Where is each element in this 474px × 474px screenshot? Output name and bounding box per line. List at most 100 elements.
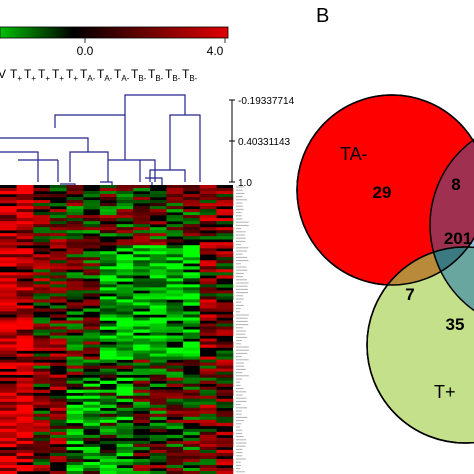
heatmap-cell [33, 218, 51, 222]
heatmap-cell [66, 188, 84, 192]
heatmap-cell [216, 443, 234, 448]
heatmap-cell [183, 455, 201, 460]
heatmap-cell [183, 320, 201, 324]
heatmap-cell [83, 461, 101, 466]
heatmap-cell [149, 257, 167, 261]
heatmap-cell [116, 293, 134, 297]
heatmap-cell [133, 269, 151, 273]
heatmap-cell [183, 398, 201, 403]
column-label: TB- [182, 67, 198, 83]
heatmap-cell [49, 401, 67, 406]
heatmap-cell [99, 335, 117, 339]
heatmap-cell [83, 269, 101, 273]
heatmap-cell [83, 215, 101, 219]
heatmap-cell [49, 212, 67, 216]
heatmap-cell [0, 344, 17, 348]
heatmap-cell [0, 410, 17, 415]
heatmap-cell [16, 329, 34, 333]
heatmap-cell [33, 365, 51, 369]
heatmap-cell [83, 392, 101, 397]
heatmap-cell [133, 281, 151, 285]
heatmap-cell [33, 302, 51, 306]
heatmap-cell [83, 356, 101, 360]
heatmap-cell [183, 233, 201, 237]
heatmap-cell [149, 293, 167, 297]
heatmap-cell [0, 449, 17, 454]
heatmap-cell [16, 191, 34, 195]
heatmap-cell [183, 446, 201, 451]
heatmap-cell [199, 248, 217, 252]
heatmap-cell [166, 329, 184, 333]
heatmap-cell [183, 407, 201, 412]
heatmap-cell [66, 266, 84, 270]
heatmap-cell [216, 314, 234, 318]
heatmap-cell [16, 440, 34, 445]
heatmap-cell [149, 206, 167, 210]
heatmap-cell [149, 296, 167, 300]
heatmap-cell [33, 203, 51, 207]
heatmap-cell [99, 317, 117, 321]
heatmap-cell [66, 410, 84, 415]
heatmap-cell [99, 284, 117, 288]
heatmap-cell [216, 305, 234, 309]
heatmap-cell [183, 431, 201, 436]
heatmap-cell [183, 362, 201, 366]
heatmap-cell [149, 278, 167, 282]
heatmap-cell [133, 311, 151, 315]
heatmap-cell [133, 413, 151, 418]
heatmap-cell [66, 230, 84, 234]
heatmap-cell [216, 296, 234, 300]
heatmap-cell [33, 236, 51, 240]
heatmap-cell [133, 224, 151, 228]
heatmap-cell [216, 362, 234, 366]
heatmap-cell [16, 299, 34, 303]
heatmap-cell [133, 209, 151, 213]
heatmap-cell [216, 233, 234, 237]
heatmap-cell [99, 461, 117, 466]
heatmap-cell [116, 284, 134, 288]
heatmap-cell [99, 440, 117, 445]
heatmap-cell [49, 269, 67, 273]
heatmap-cell [33, 437, 51, 442]
heatmap-cell [49, 455, 67, 460]
heatmap-cell [199, 242, 217, 246]
heatmap-cell [33, 230, 51, 234]
heatmap-cell [66, 425, 84, 430]
heatmap-cell [199, 251, 217, 255]
heatmap-cell [216, 419, 234, 424]
heatmap-cell [83, 191, 101, 195]
heatmap-cell [33, 383, 51, 387]
heatmap-cell [149, 452, 167, 457]
heatmap-cell [83, 404, 101, 409]
heatmap-cell [199, 341, 217, 345]
heatmap-cell [183, 284, 201, 288]
heatmap-cell [133, 368, 151, 372]
heatmap-cell [99, 458, 117, 463]
heatmap-cell [49, 218, 67, 222]
heatmap-cell [133, 320, 151, 324]
heatmap-cell [216, 368, 234, 372]
heatmap-cell [99, 266, 117, 270]
heatmap-cell [116, 428, 134, 433]
heatmap-cell [199, 185, 217, 189]
heatmap-cell [149, 428, 167, 433]
heatmap-cell [216, 197, 234, 201]
heatmap-cell [99, 452, 117, 457]
heatmap-cell [166, 257, 184, 261]
heatmap-cell [49, 209, 67, 213]
heatmap-cell [166, 350, 184, 354]
heatmap-cell [33, 326, 51, 330]
heatmap-cell [66, 350, 84, 354]
heatmap-cell [16, 410, 34, 415]
heatmap-cell [216, 320, 234, 324]
heatmap-cell [83, 347, 101, 351]
heatmap-cell [83, 389, 101, 394]
heatmap-cell [216, 452, 234, 457]
heatmap-cell [33, 464, 51, 469]
heatmap-cell [183, 293, 201, 297]
heatmap-cell [183, 188, 201, 192]
heatmap-cell [16, 242, 34, 246]
heatmap-cell [166, 338, 184, 342]
heatmap-cell [16, 254, 34, 258]
heatmap-cell [199, 308, 217, 312]
